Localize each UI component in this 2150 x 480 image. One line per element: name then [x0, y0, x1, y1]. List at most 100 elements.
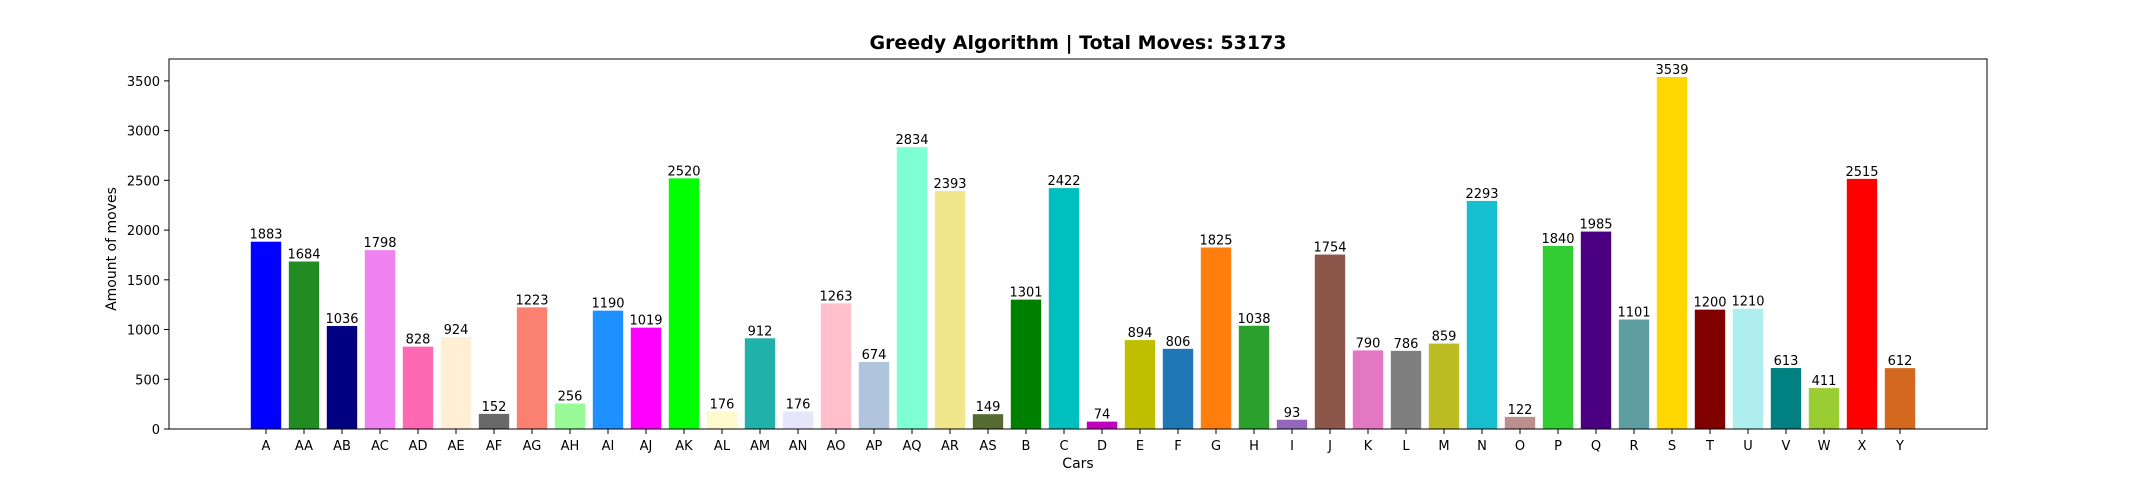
value-label-AD: 828 [406, 333, 431, 348]
x-tick-label-AH: AH [561, 439, 580, 454]
bar-H [1238, 325, 1270, 429]
x-tick-label-U: U [1743, 439, 1753, 454]
bar-AR [934, 190, 966, 429]
bar-AO [820, 303, 852, 429]
y-ticks-group: 0 500 1000 1500 2000 2500 3000 3500 [127, 75, 169, 438]
bar-AJ [630, 327, 662, 429]
x-tick-label-A: A [262, 439, 271, 454]
bar-AG [516, 307, 548, 429]
x-tick-label-N: N [1477, 439, 1487, 454]
value-label-N: 2293 [1465, 187, 1498, 202]
x-tick-label-AO: AO [827, 439, 846, 454]
value-label-AQ: 2834 [895, 133, 928, 148]
x-tick-label-AF: AF [486, 439, 502, 454]
value-label-K: 790 [1356, 336, 1381, 351]
x-tick-label-O: O [1515, 439, 1525, 454]
bars-group: 1883 1684 1036 1798 828 924 152 1223 256 1190 1019… [249, 63, 1916, 429]
bar-M [1428, 343, 1460, 429]
x-tick-label-K: K [1364, 439, 1373, 454]
bar-AE [440, 337, 472, 429]
value-label-AN: 176 [786, 397, 811, 412]
value-label-V: 613 [1774, 354, 1799, 369]
x-tick-label-AE: AE [447, 439, 464, 454]
x-tick-label-R: R [1629, 439, 1638, 454]
value-label-R: 1101 [1617, 305, 1650, 320]
value-label-AS: 149 [976, 400, 1001, 415]
value-label-I: 93 [1284, 406, 1301, 421]
value-label-X: 2515 [1845, 165, 1878, 180]
x-axis-label: Cars [1062, 456, 1093, 472]
bar-V [1770, 368, 1802, 429]
x-tick-label-AM: AM [750, 439, 770, 454]
value-label-AP: 674 [862, 348, 887, 363]
value-label-S: 3539 [1655, 63, 1688, 78]
bar-AQ [896, 147, 928, 429]
bar-D [1086, 421, 1118, 429]
value-label-AJ: 1019 [629, 314, 662, 329]
y-tick-label: 0 [152, 423, 160, 438]
x-tick-label-E: E [1136, 439, 1144, 454]
x-tick-label-P: P [1554, 439, 1562, 454]
value-label-AC: 1798 [363, 236, 396, 251]
bar-Y [1884, 368, 1916, 429]
bar-X [1846, 178, 1878, 429]
x-tick-label-J: J [1327, 439, 1332, 454]
bar-J [1314, 254, 1346, 429]
y-tick-label: 3000 [127, 125, 160, 140]
y-tick-label: 1000 [127, 324, 160, 339]
x-tick-label-AR: AR [941, 439, 959, 454]
x-tick-label-AG: AG [523, 439, 542, 454]
bar-P [1542, 245, 1574, 429]
bar-F [1162, 348, 1194, 429]
bar-AL [706, 411, 738, 429]
value-label-Q: 1985 [1579, 218, 1612, 233]
x-tick-label-V: V [1782, 439, 1791, 454]
x-tick-label-D: D [1097, 439, 1107, 454]
bar-W [1808, 388, 1840, 429]
x-tick-label-AQ: AQ [903, 439, 922, 454]
bar-AN [782, 411, 814, 429]
bar-K [1352, 350, 1384, 429]
value-label-A: 1883 [249, 228, 282, 243]
value-label-H: 1038 [1237, 312, 1270, 327]
y-axis-label: Amount of moves [104, 187, 120, 311]
value-label-AL: 176 [710, 397, 735, 412]
x-tick-label-AD: AD [409, 439, 428, 454]
y-tick-label: 2500 [127, 174, 160, 189]
bar-AC [364, 250, 396, 429]
bar-AP [858, 361, 890, 429]
value-label-AM: 912 [748, 324, 773, 339]
bar-AH [554, 403, 586, 429]
y-tick-label: 1500 [127, 274, 160, 289]
bar-G [1200, 247, 1232, 429]
bar-AS [972, 414, 1004, 429]
x-tick-label-AJ: AJ [640, 439, 653, 454]
value-label-U: 1210 [1731, 295, 1764, 310]
y-tick-label: 3500 [127, 75, 160, 90]
value-label-O: 122 [1508, 403, 1533, 418]
bar-E [1124, 340, 1156, 429]
value-label-L: 786 [1394, 337, 1419, 352]
value-label-W: 411 [1812, 374, 1837, 389]
value-label-AK: 2520 [667, 164, 700, 179]
bar-U [1732, 308, 1764, 429]
x-tick-label-M: M [1438, 439, 1449, 454]
x-tick-label-B: B [1022, 439, 1031, 454]
value-label-F: 806 [1166, 335, 1191, 350]
bar-T [1694, 309, 1726, 429]
bar-A [250, 241, 282, 429]
value-label-AO: 1263 [819, 289, 852, 304]
bar-O [1504, 416, 1536, 429]
bar-B [1010, 299, 1042, 429]
x-tick-label-F: F [1174, 439, 1181, 454]
x-tick-label-AS: AS [979, 439, 996, 454]
bar-S [1656, 77, 1688, 429]
x-tick-label-I: I [1290, 439, 1294, 454]
x-tick-label-AN: AN [789, 439, 808, 454]
x-tick-label-AA: AA [295, 439, 313, 454]
x-tick-label-H: H [1249, 439, 1259, 454]
bar-AA [288, 261, 320, 429]
value-label-AE: 924 [444, 323, 469, 338]
value-label-G: 1825 [1199, 233, 1232, 248]
